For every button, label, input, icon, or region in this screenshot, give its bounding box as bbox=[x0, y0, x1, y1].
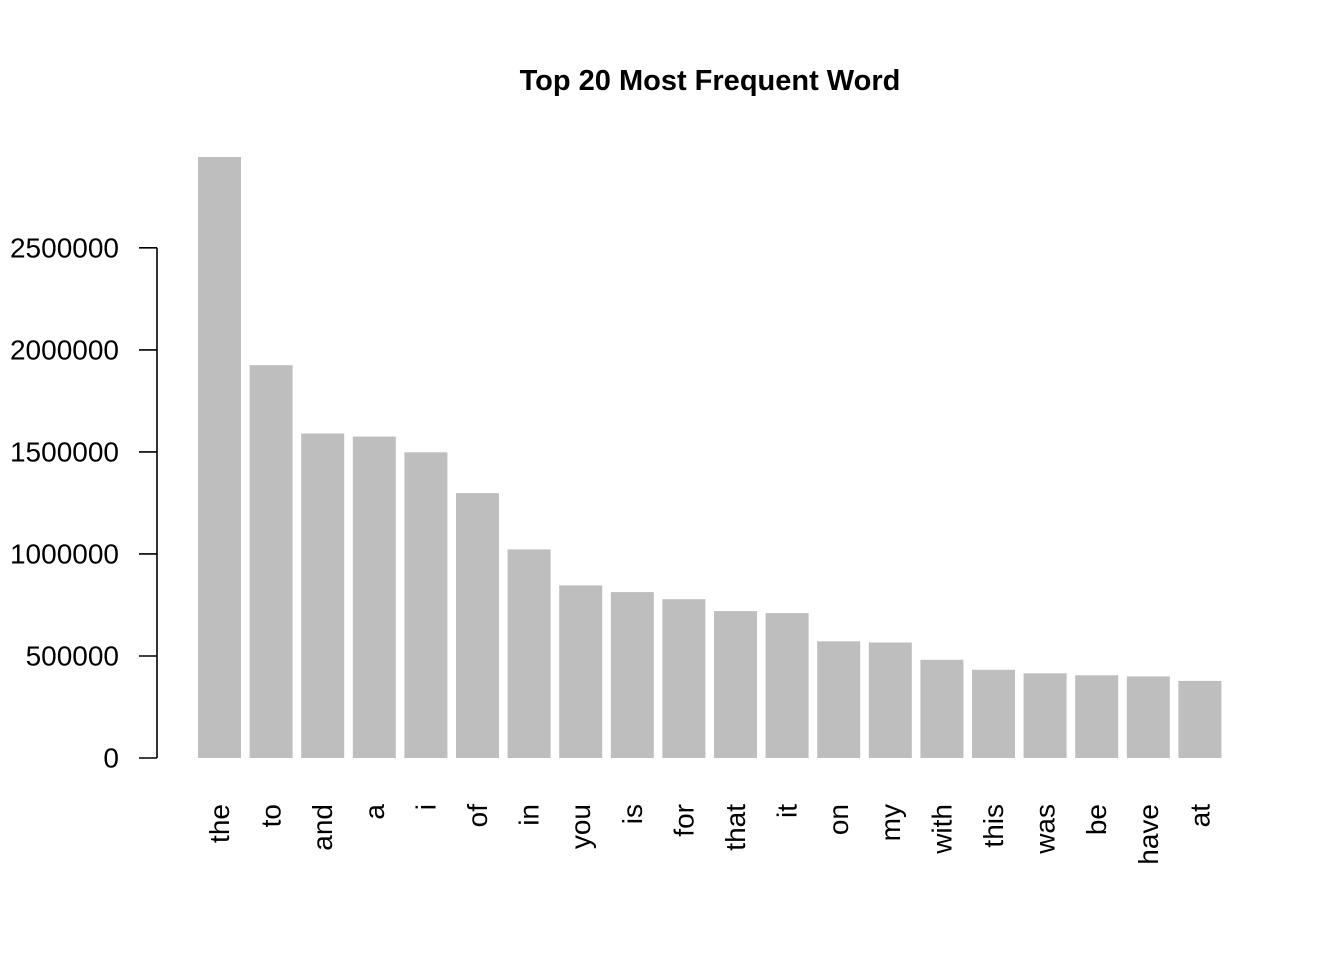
x-tick-label-to: to bbox=[256, 804, 287, 827]
x-tick-label-on: on bbox=[823, 804, 854, 835]
x-tick-label-be: be bbox=[1081, 804, 1112, 835]
bar-it bbox=[765, 613, 809, 758]
x-tick-label-it: it bbox=[772, 804, 803, 818]
x-tick-label-of: of bbox=[462, 804, 493, 828]
bar-of bbox=[456, 493, 499, 758]
x-tick-label-my: my bbox=[875, 804, 906, 841]
bars-layer bbox=[198, 157, 1222, 758]
x-tick-label-at: at bbox=[1184, 804, 1215, 828]
x-tick-label-i: i bbox=[410, 804, 441, 810]
x-tick-label-in: in bbox=[514, 804, 545, 826]
bar-that bbox=[714, 611, 757, 758]
x-tick-label-have: have bbox=[1133, 804, 1164, 865]
bar-for bbox=[662, 599, 706, 758]
y-tick-label-2000000: 2000000 bbox=[10, 334, 119, 365]
y-tick-label-0: 0 bbox=[103, 743, 119, 774]
x-tick-label-this: this bbox=[978, 804, 1009, 848]
y-tick-label-1500000: 1500000 bbox=[10, 436, 119, 467]
bar-a bbox=[352, 436, 396, 758]
x-tick-label-you: you bbox=[565, 804, 596, 849]
bar-you bbox=[559, 585, 603, 758]
bar-be bbox=[1075, 675, 1119, 758]
x-tick-label-the: the bbox=[204, 804, 235, 843]
x-category-labels: the to and a i of in you is for that it on my with this… bbox=[204, 804, 1215, 865]
y-tick-label-500000: 500000 bbox=[26, 641, 119, 672]
x-tick-label-that: that bbox=[720, 804, 751, 851]
bar-to bbox=[249, 365, 293, 758]
bar-the bbox=[198, 157, 241, 758]
bar-my bbox=[868, 642, 912, 758]
y-tick-label-2500000: 2500000 bbox=[10, 232, 119, 263]
bar-i bbox=[404, 452, 448, 758]
x-tick-label-a: a bbox=[359, 804, 390, 820]
chart-title: Top 20 Most Frequent Word bbox=[520, 65, 901, 97]
y-tick-label-1000000: 1000000 bbox=[10, 538, 119, 569]
bar-is bbox=[610, 592, 654, 758]
bar-on bbox=[817, 641, 861, 758]
bar-this bbox=[972, 669, 1015, 758]
x-tick-label-for: for bbox=[668, 804, 699, 837]
x-tick-label-was: was bbox=[1030, 804, 1061, 855]
bar-in bbox=[507, 549, 551, 758]
bar-with bbox=[920, 659, 964, 758]
x-tick-label-and: and bbox=[307, 804, 338, 851]
y-axis: 0 500000 1000000 1500000 2000000 2500000 bbox=[10, 232, 158, 774]
bar-was bbox=[1023, 673, 1067, 758]
x-tick-label-is: is bbox=[617, 804, 648, 824]
bar-have bbox=[1126, 676, 1170, 758]
bar-at bbox=[1178, 680, 1222, 758]
bar-and bbox=[301, 433, 345, 758]
x-tick-label-with: with bbox=[926, 804, 957, 855]
